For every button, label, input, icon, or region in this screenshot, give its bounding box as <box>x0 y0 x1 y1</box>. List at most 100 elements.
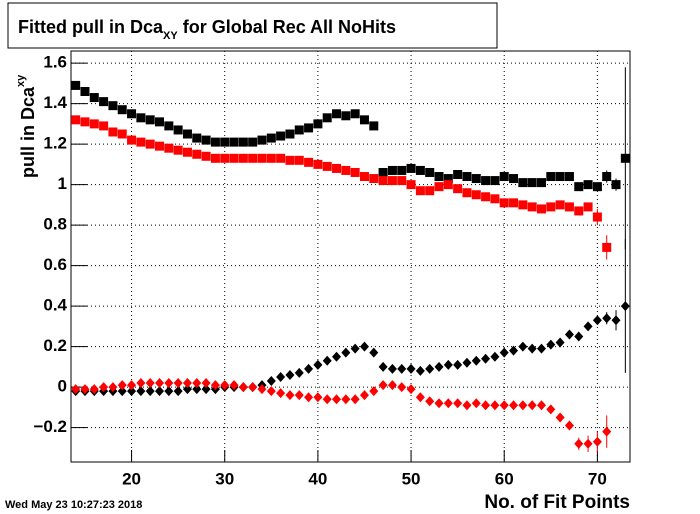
diamond-marker <box>471 355 481 366</box>
square-marker <box>322 113 332 123</box>
square-marker <box>536 178 546 188</box>
square-marker <box>350 109 360 119</box>
y-axis-label: pull in Dcaxy <box>15 74 38 178</box>
diamond-marker <box>453 398 463 409</box>
square-marker <box>555 200 565 210</box>
square-marker <box>490 176 500 186</box>
title-box <box>7 2 498 49</box>
square-marker <box>332 163 342 173</box>
square-marker <box>378 167 388 177</box>
diamond-marker <box>369 347 379 358</box>
y-tick-label: 0 <box>58 377 67 396</box>
diamond-marker <box>434 398 444 409</box>
square-marker <box>518 200 528 210</box>
y-tick-label: 0.8 <box>43 215 67 234</box>
diamond-marker <box>592 315 602 326</box>
square-marker <box>341 165 351 175</box>
square-marker <box>462 188 472 198</box>
diamond-marker <box>481 353 491 364</box>
diamond-marker <box>555 337 565 348</box>
diamond-marker <box>266 376 276 387</box>
y-tick-label: −0.2 <box>33 417 67 436</box>
diamond-marker <box>127 386 137 397</box>
square-marker <box>397 165 407 175</box>
diamond-marker <box>509 345 519 356</box>
diamond-marker <box>527 343 537 354</box>
diamond-marker <box>369 386 379 397</box>
square-marker <box>471 190 481 200</box>
y-tick-label: 0.6 <box>43 255 67 274</box>
square-marker <box>155 117 165 127</box>
square-marker <box>238 137 248 147</box>
square-marker <box>80 86 90 96</box>
square-marker <box>173 145 183 155</box>
square-marker <box>509 198 519 208</box>
title-subscript: XY <box>163 30 178 42</box>
square-marker <box>89 119 99 129</box>
diamond-marker <box>127 380 137 391</box>
square-marker <box>574 182 584 192</box>
square-marker <box>453 184 463 194</box>
square-marker <box>136 113 146 123</box>
diamond-marker <box>313 359 323 370</box>
diamond-marker <box>145 386 155 397</box>
square-marker <box>369 121 379 131</box>
diamond-marker <box>210 380 220 391</box>
square-marker <box>127 109 137 119</box>
y-label-text: pull in Dca <box>18 86 38 178</box>
diamond-marker <box>350 394 360 405</box>
diamond-marker <box>304 392 314 403</box>
x-tick-label: 60 <box>495 469 514 488</box>
diamond-marker <box>583 438 593 449</box>
square-marker <box>304 123 314 133</box>
diamond-marker <box>257 384 267 395</box>
date-stamp: Wed May 23 10:27:23 2018 <box>5 499 142 511</box>
diamond-marker <box>220 380 230 391</box>
y-tick-label: 1.6 <box>43 53 67 72</box>
square-marker <box>117 129 127 139</box>
diamond-marker <box>266 386 276 397</box>
diamond-marker <box>592 436 602 447</box>
square-marker <box>164 121 174 131</box>
square-marker <box>285 155 295 165</box>
square-marker <box>313 119 323 129</box>
square-marker <box>546 202 556 212</box>
square-marker <box>192 133 202 143</box>
diamond-marker <box>443 359 453 370</box>
diamond-marker <box>136 378 146 389</box>
diamond-marker <box>378 361 388 372</box>
diamond-marker <box>536 400 546 411</box>
diamond-marker <box>164 386 174 397</box>
diamond-marker <box>406 363 416 374</box>
square-marker <box>415 165 425 175</box>
square-marker <box>490 194 500 204</box>
diamond-marker <box>332 351 342 362</box>
square-marker <box>80 117 90 127</box>
square-marker <box>136 137 146 147</box>
square-marker <box>592 182 602 192</box>
square-marker <box>248 137 258 147</box>
square-marker <box>285 129 295 139</box>
square-marker <box>583 202 593 212</box>
diamond-marker <box>499 400 509 411</box>
square-marker <box>378 176 388 186</box>
square-marker <box>210 137 220 147</box>
y-label-subscript: xy <box>15 74 27 87</box>
diamond-marker <box>583 321 593 332</box>
square-marker <box>220 153 230 163</box>
diamond-marker <box>294 390 304 401</box>
square-marker <box>341 111 351 121</box>
diamond-marker <box>434 361 444 372</box>
diamond-marker <box>462 400 472 411</box>
square-marker <box>99 97 109 107</box>
diamond-marker <box>499 347 509 358</box>
diamond-marker <box>453 359 463 370</box>
diamond-marker <box>546 339 556 350</box>
square-marker <box>387 165 397 175</box>
diamond-marker <box>397 382 407 393</box>
square-marker <box>602 172 612 182</box>
diamond-marker <box>71 384 81 395</box>
square-marker <box>583 180 593 190</box>
y-tick-label: 1 <box>58 174 67 193</box>
